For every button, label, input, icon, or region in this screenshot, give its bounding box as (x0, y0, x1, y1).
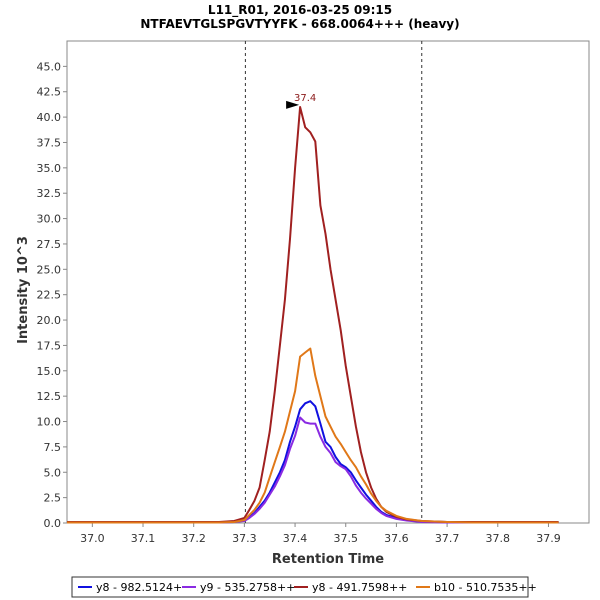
y-tick-label: 37.5 (37, 136, 62, 149)
chart-title-line-2: NTFAEVTGLSPGVTYYFK - 668.0064+++ (heavy) (140, 17, 459, 31)
x-tick-label: 37.2 (181, 532, 206, 545)
y-tick-label: 20.0 (37, 314, 62, 327)
y-tick-label: 32.5 (37, 187, 62, 200)
y-tick-label: 45.0 (37, 60, 62, 73)
legend-entry-1: y8 - 982.5124+ (96, 581, 182, 594)
chart-title-line-1: L11_R01, 2016-03-25 09:15 (208, 3, 392, 18)
y-tick-label: 17.5 (37, 339, 62, 352)
x-tick-label: 37.0 (80, 532, 105, 545)
y-tick-label: 27.5 (37, 238, 62, 251)
y-tick-label: 0.0 (44, 517, 62, 530)
legend-entry-3: y8 - 491.7598++ (312, 581, 407, 594)
y-tick-label: 30.0 (37, 213, 62, 226)
x-tick-label: 37.7 (435, 532, 460, 545)
peak-marker-icon (286, 100, 300, 109)
y-tick-label: 2.5 (44, 492, 62, 505)
plot-area: 0.0 2.5 5.0 7.5 10.0 12.5 15.0 17.5 20.0 22.5 25.0… (37, 40, 590, 545)
y-tick-label: 15.0 (37, 365, 62, 378)
y-tick-label: 22.5 (37, 289, 62, 302)
legend-entry-4: b10 - 510.7535++ (434, 581, 537, 594)
y-tick-label: 7.5 (44, 441, 62, 454)
y-tick-label: 12.5 (37, 390, 62, 403)
y-tick-label: 35.0 (37, 162, 62, 175)
legend: y8 - 982.5124+ y9 - 535.2758++ y8 - 491.75… (71, 576, 537, 598)
series-line-4 (67, 347, 559, 524)
x-tick-label: 37.8 (486, 532, 511, 545)
y-tick-label: 42.5 (37, 86, 62, 99)
plot-frame (66, 40, 590, 524)
x-tick-label: 37.1 (131, 532, 156, 545)
y-tick-label: 25.0 (37, 263, 62, 276)
x-tick-label: 37.3 (232, 532, 257, 545)
legend-entry-2: y9 - 535.2758++ (200, 581, 295, 594)
x-tick-label: 37.4 (283, 532, 308, 545)
x-tick-label: 37.6 (384, 532, 409, 545)
y-tick-label: 5.0 (44, 466, 62, 479)
x-tick-label: 37.9 (536, 532, 561, 545)
x-tick-label: 37.5 (333, 532, 358, 545)
peak-annotation-label: 37.4 (294, 93, 316, 104)
y-axis-label: Intensity 10^3 (16, 236, 31, 344)
y-tick-label: 40.0 (37, 111, 62, 124)
x-axis-label: Retention Time (272, 552, 384, 567)
y-tick-label: 10.0 (37, 416, 62, 429)
